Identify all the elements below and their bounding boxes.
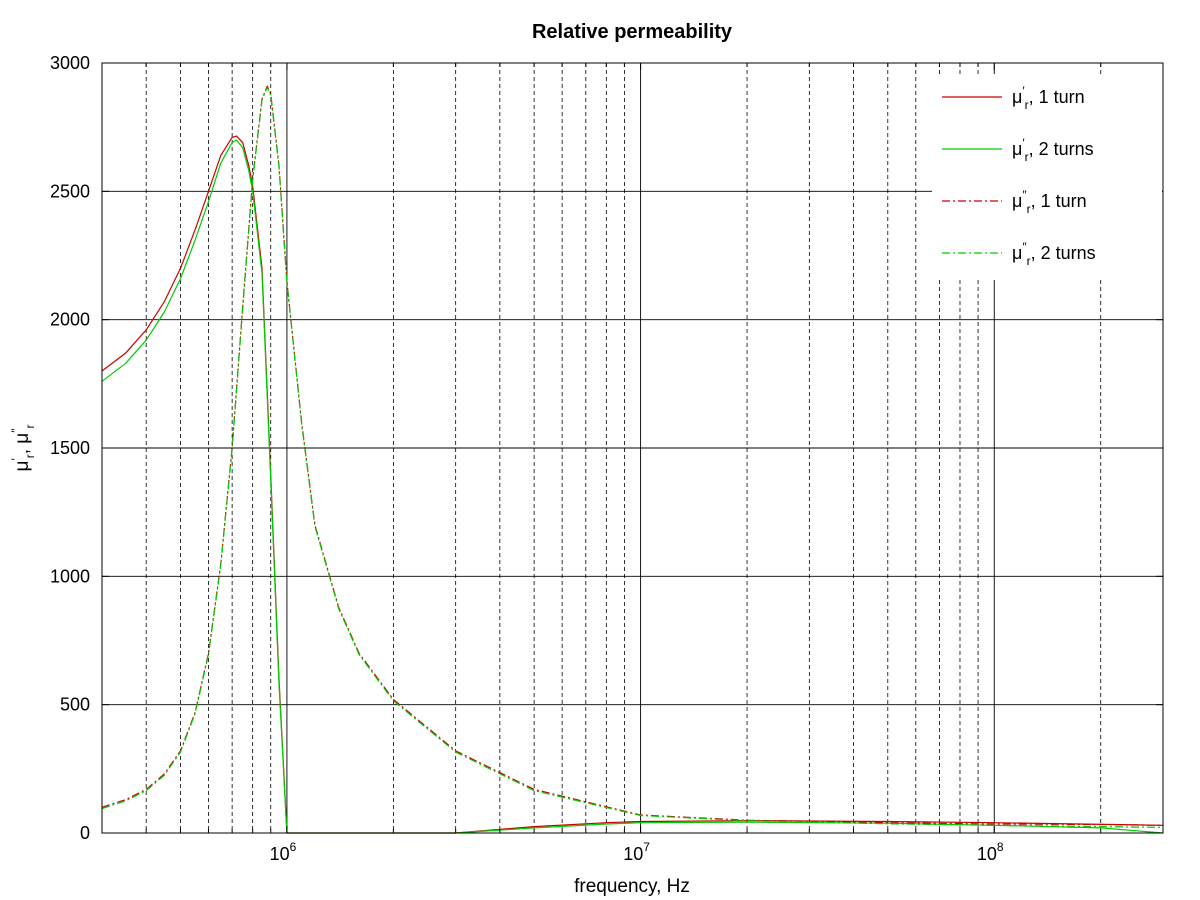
series-line-2	[101, 139, 1164, 834]
y-tick-label: 2000	[50, 310, 90, 330]
legend-label: μ′r, 1 turn	[1012, 84, 1085, 112]
grid-lines	[102, 63, 1163, 833]
y-tick-labels: 0 500 1000 1500 2000 2500 3000	[50, 53, 90, 843]
svg-text:μ′r, μ″r: μ′r, μ″r	[9, 425, 37, 472]
x-tick-label: 107	[623, 840, 650, 864]
y-tick-label: 3000	[50, 53, 90, 73]
series-lines	[101, 85, 1164, 834]
y-tick-label: 1000	[50, 566, 90, 586]
legend-box	[932, 74, 1162, 280]
y-tick-label: 2500	[50, 181, 90, 201]
x-tick-labels: 106 107 108	[270, 840, 1004, 864]
y-tick-label: 0	[80, 823, 90, 843]
x-tick-label: 108	[977, 840, 1004, 864]
y-tick-label: 500	[60, 695, 90, 715]
axis-ticks	[102, 62, 1163, 834]
legend-label: μ″r, 1 turn	[1012, 188, 1087, 216]
chart-title: Relative permeability	[532, 21, 733, 43]
x-tick-label: 106	[270, 840, 297, 864]
x-axis-label: frequency, Hz	[574, 876, 690, 897]
y-axis-label: μ′r, μ″r	[9, 425, 37, 472]
series-line-4	[101, 86, 1164, 828]
legend: μ′r, 1 turn μ′r, 2 turns μ″r, 1 turn μ″r, 2…	[932, 74, 1162, 280]
legend-label: μ′r, 2 turns	[1012, 136, 1094, 164]
y-tick-label: 1500	[50, 438, 90, 458]
legend-label: μ″r, 2 turns	[1012, 240, 1096, 268]
